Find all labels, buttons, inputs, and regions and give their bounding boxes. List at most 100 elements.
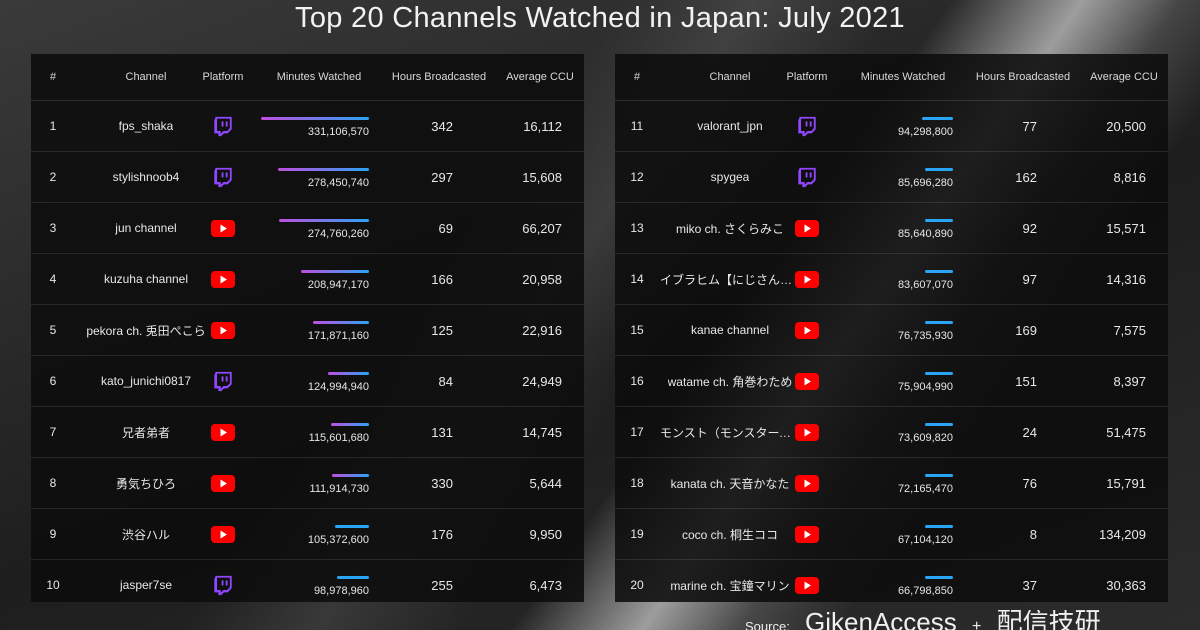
rank-cell: 15 [630,323,644,337]
channel-name: miko ch. さくらみこ [675,221,784,236]
rank-cell: 8 [49,476,57,490]
minutes-bar [925,168,953,171]
channel-cell: kanata ch. 天音かなた [660,458,800,508]
minutes-bar [925,372,953,375]
minutes-value: 98,978,960 [313,585,369,597]
youtube-icon [795,270,819,288]
table-row: 17 モンスト（モンスターストライク） 73,609,820 24 51,475 [615,407,1168,458]
table-row: 13 miko ch. さくらみこ 85,640,890 92 15,571 [615,203,1168,254]
rank-cell: 17 [630,425,644,439]
platform-cell [783,458,831,508]
minutes-bar [332,474,369,477]
channel-cell: 渋谷ハル [76,509,216,559]
channel-name: イブラヒム【にじさんじ】 [660,272,800,287]
table-row: 4 kuzuha channel 208,947,170 166 20,958 [31,254,584,305]
source-footer: Source: GikenAccess + 配信技研 [745,610,1101,630]
header-rank: # [633,71,641,83]
ccu-cell: 14,316 [1106,271,1146,287]
hours-cell: 166 [431,271,453,287]
hours-cell: 24 [1022,424,1037,440]
table-row: 6 kato_junichi0817 124,994,940 84 24,949 [31,356,584,407]
channel-name: kanata ch. 天音かなた [670,476,790,491]
rank-cell: 19 [630,527,644,541]
minutes-value: 105,372,600 [307,534,369,546]
channel-cell: pekora ch. 兎田ぺこら [76,305,216,355]
minutes-cell: 67,104,120 [833,509,953,559]
minutes-cell: 171,871,160 [249,305,369,355]
minutes-value: 274,760,260 [307,228,369,240]
rank-cell: 12 [630,170,644,184]
table-row: 10 jasper7se 98,978,960 255 6,473 [31,560,584,610]
platform-cell [783,356,831,406]
platform-cell [783,254,831,304]
channel-cell: spygea [660,152,800,202]
minutes-value: 73,609,820 [897,432,953,444]
youtube-icon [795,219,819,237]
table-panel-right: # Channel Platform Minutes Watched Hours… [615,54,1168,602]
youtube-icon [211,219,235,237]
ccu-cell: 7,575 [1113,322,1146,338]
minutes-bar [922,117,953,120]
minutes-bar [925,576,953,579]
table-row: 3 jun channel 274,760,260 69 66,207 [31,203,584,254]
minutes-bar [278,168,369,171]
youtube-icon [211,321,235,339]
table-header: # Channel Platform Minutes Watched Hours… [615,54,1168,101]
channel-name: モンスト（モンスターストライク） [660,425,800,440]
channel-name: jun channel [115,221,177,235]
minutes-value: 75,904,990 [897,381,953,393]
minutes-cell: 94,298,800 [833,101,953,151]
youtube-icon [211,474,235,492]
ccu-cell: 20,958 [522,271,562,287]
ccu-cell: 6,473 [529,577,562,593]
minutes-value: 67,104,120 [897,534,953,546]
minutes-bar [279,219,369,222]
platform-cell [199,458,247,508]
rank-cell: 1 [49,119,57,133]
channel-name: valorant_jpn [697,119,763,133]
platform-cell [199,101,247,151]
rank-cell: 11 [630,119,644,133]
ccu-cell: 9,950 [529,526,562,542]
rank-cell: 14 [630,272,644,286]
channel-name: fps_shaka [118,119,174,133]
channel-cell: miko ch. さくらみこ [660,203,800,253]
table-row: 12 spygea 85,696,280 162 8,816 [615,152,1168,203]
rank-cell: 16 [630,374,644,388]
hours-cell: 131 [431,424,453,440]
channel-name: 勇気ちひろ [115,476,176,491]
rank-cell: 2 [49,170,57,184]
header-platform: Platform [786,71,828,83]
ccu-cell: 20,500 [1106,118,1146,134]
hours-cell: 125 [431,322,453,338]
youtube-icon [211,423,235,441]
channel-name: coco ch. 桐生ココ [681,527,779,542]
minutes-bar [337,576,369,579]
table-row: 20 marine ch. 宝鐘マリン 66,798,850 37 30,363 [615,560,1168,610]
platform-cell [783,101,831,151]
table-row: 16 watame ch. 角巻わため 75,904,990 151 8,397 [615,356,1168,407]
brand-gikenaccess: GikenAccess [805,610,957,630]
ccu-cell: 15,791 [1106,475,1146,491]
minutes-value: 115,601,680 [308,432,369,444]
channel-cell: 兄者弟者 [76,407,216,457]
minutes-bar [301,270,369,273]
channel-cell: valorant_jpn [660,101,800,151]
brand-haishingiken: 配信技研 [996,610,1101,630]
minutes-cell: 66,798,850 [833,560,953,610]
minutes-value: 208,947,170 [307,279,369,291]
hours-cell: 169 [1015,322,1037,338]
hours-cell: 77 [1022,118,1037,134]
source-label: Source: [745,619,790,630]
table-row: 1 fps_shaka 331,106,570 342 16,112 [31,101,584,152]
header-ccu: Average CCU [1090,71,1158,83]
rank-cell: 7 [49,425,57,439]
channel-name: 渋谷ハル [121,527,170,542]
header-hours: Hours Broadcasted [975,71,1071,83]
hours-cell: 69 [438,220,453,236]
plus-sign: + [972,618,982,630]
header-hours: Hours Broadcasted [391,71,487,83]
hours-cell: 342 [431,118,453,134]
minutes-value: 278,450,740 [307,177,369,189]
channel-cell: stylishnoob4 [76,152,216,202]
